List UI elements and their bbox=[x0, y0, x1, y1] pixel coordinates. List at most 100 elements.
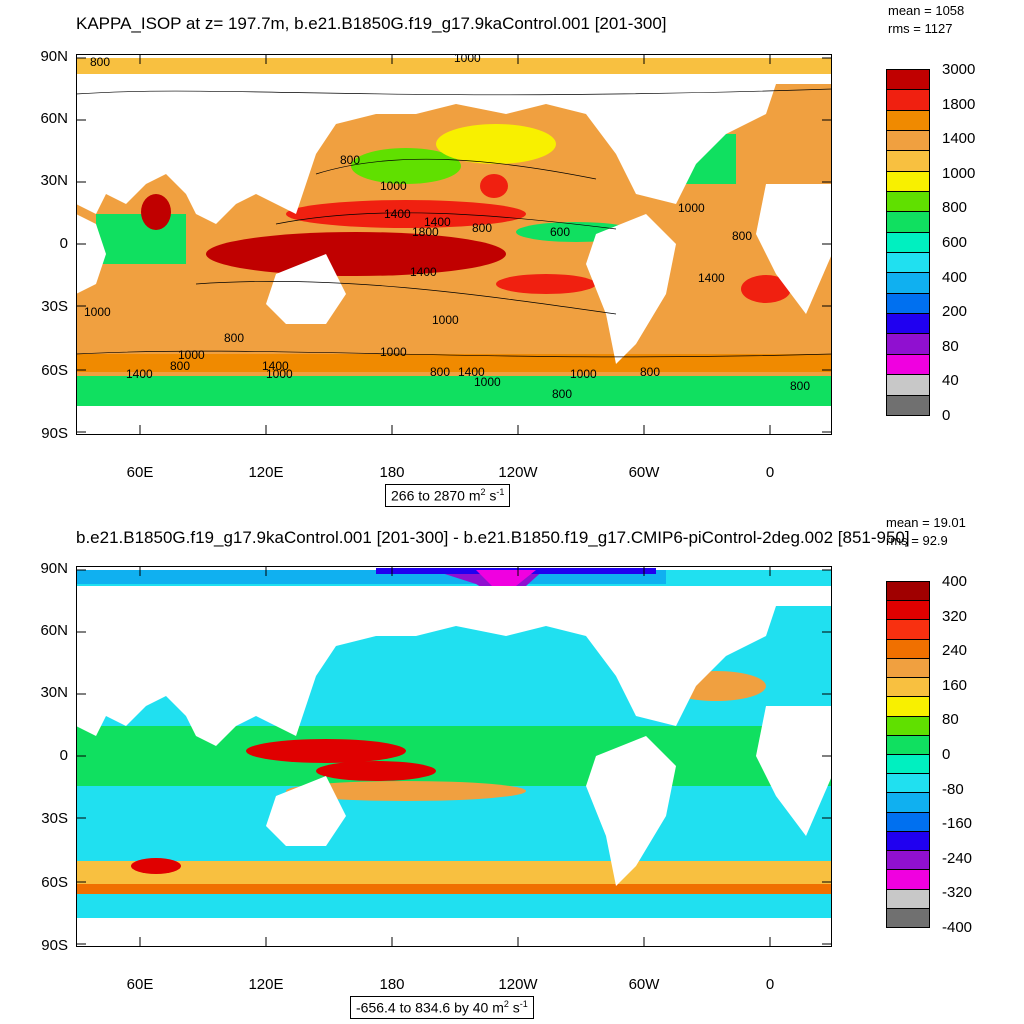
p1-contour-label: 1000 bbox=[178, 348, 205, 362]
p1-contour-label: 800 bbox=[472, 221, 492, 235]
p1-southern-green bbox=[76, 376, 832, 406]
colorbar-swatch bbox=[886, 638, 930, 659]
colorbar-label: 80 bbox=[942, 337, 959, 355]
p2-lon-label: 120W bbox=[498, 976, 538, 993]
p1-lon-label: 60W bbox=[628, 464, 660, 481]
colorbar-label: -80 bbox=[942, 780, 964, 798]
colorbar-swatch bbox=[886, 313, 930, 335]
panel2-range-box: -656.4 to 834.6 by 40 m2 s-1 bbox=[350, 996, 534, 1019]
p1-contour-label: 1400 bbox=[262, 359, 289, 373]
p1-contour-label: 1400 bbox=[698, 271, 725, 285]
p2-land-australia bbox=[266, 776, 346, 846]
colorbar-swatch bbox=[886, 696, 930, 717]
p2-lat-label: 60S bbox=[41, 874, 68, 891]
colorbar-swatch bbox=[886, 69, 930, 91]
p2-lat-label: 30N bbox=[40, 684, 68, 701]
p1-contour-label: 800 bbox=[640, 365, 660, 379]
p1-contour-label: 1000 bbox=[570, 367, 597, 381]
colorbar-label: 40 bbox=[942, 372, 959, 390]
p1-contour-2 bbox=[315, 158, 597, 180]
colorbar-swatch bbox=[886, 231, 930, 254]
p2-pacific-red2 bbox=[316, 761, 436, 781]
p1-land-antarctica bbox=[76, 406, 832, 435]
p2-lon-label: 120E bbox=[248, 976, 284, 993]
p1-lat-label: 60S bbox=[41, 362, 68, 379]
p2-units-exp2: -1 bbox=[519, 999, 528, 1009]
p1-arctic-band bbox=[76, 58, 832, 74]
p1-range-text: 266 to 2870 m bbox=[391, 487, 481, 504]
panel1-title: KAPPA_ISOP at z= 197.7m, b.e21.B1850G.f1… bbox=[76, 14, 667, 33]
p2-lat-label: 60N bbox=[40, 622, 68, 639]
p2-land-samerica bbox=[586, 736, 676, 886]
p1-lon-label: 120W bbox=[498, 464, 538, 481]
colorbar-swatch bbox=[886, 811, 930, 832]
p1-contour-label: 1800 bbox=[412, 225, 439, 239]
colorbar-swatch bbox=[886, 600, 930, 621]
p2-range-text: -656.4 to 834.6 by 40 m bbox=[356, 999, 504, 1016]
p1-contour-label: 800 bbox=[732, 229, 752, 243]
p1-satl-red bbox=[741, 275, 791, 303]
colorbar-label: 200 bbox=[942, 303, 968, 321]
colorbar-label: 3000 bbox=[942, 61, 976, 78]
p2-lat-label: 30S bbox=[41, 810, 68, 827]
panel2-colorbar bbox=[886, 581, 930, 928]
colorbar-swatch bbox=[886, 715, 930, 736]
panel2-title: b.e21.B1850G.f19_g17.9kaControl.001 [201… bbox=[76, 528, 910, 547]
colorbar-label: 400 bbox=[942, 573, 968, 590]
p1-arabian-red bbox=[141, 194, 171, 230]
colorbar-label: 0 bbox=[942, 746, 951, 763]
colorbar-label: 400 bbox=[942, 268, 968, 286]
p1-pacific-core bbox=[206, 232, 506, 276]
p1-lon-label: 60E bbox=[126, 464, 154, 481]
p1-npac-red bbox=[480, 174, 508, 198]
p2-lon-label: 180 bbox=[379, 976, 405, 993]
p2-lat-label: 90N bbox=[40, 560, 68, 577]
p1-contour-4 bbox=[195, 280, 617, 315]
p1-contour-label: 1000 bbox=[380, 345, 407, 359]
p2-land-eurasia bbox=[76, 586, 832, 746]
p2-lat-label: 0 bbox=[59, 747, 68, 764]
colorbar-label: 0 bbox=[942, 407, 951, 424]
p1-southern-band bbox=[76, 354, 832, 372]
colorbar-swatch bbox=[886, 869, 930, 890]
colorbar-swatch bbox=[886, 272, 930, 294]
colorbar-label: -320 bbox=[942, 884, 973, 902]
colorbar-label: 800 bbox=[942, 199, 968, 217]
colorbar-swatch bbox=[886, 394, 930, 416]
colorbar-label: -160 bbox=[942, 815, 973, 833]
panel2-mean: mean = 19.01 bbox=[886, 515, 966, 530]
colorbar-swatch bbox=[886, 130, 930, 152]
p1-lon-label: 120E bbox=[248, 464, 284, 481]
p1-lat-label: 30S bbox=[41, 298, 68, 315]
p1-contour-label: 1400 bbox=[384, 207, 411, 221]
colorbar-swatch bbox=[886, 109, 930, 132]
p2-southern-orange bbox=[76, 884, 832, 894]
colorbar-swatch bbox=[886, 333, 930, 355]
p1-contour-label: 1000 bbox=[474, 375, 501, 389]
p2-southern-red bbox=[131, 858, 181, 874]
p1-land-samerica bbox=[586, 214, 676, 364]
colorbar-swatch bbox=[886, 619, 930, 640]
p1-contour-label: 600 bbox=[550, 225, 570, 239]
p1-pacific-red bbox=[286, 200, 526, 228]
p2-pacific-orange bbox=[286, 781, 526, 801]
p1-units-exp2: -1 bbox=[496, 487, 505, 497]
p1-contour-label: 1000 bbox=[432, 313, 459, 327]
colorbar-label: -240 bbox=[942, 849, 973, 867]
p1-lon-label: 0 bbox=[765, 464, 775, 481]
p2-land-africa-east bbox=[756, 706, 832, 836]
p2-units-mid: s bbox=[508, 999, 520, 1016]
p1-lat-label: 60N bbox=[40, 110, 68, 127]
colorbar-swatch bbox=[886, 657, 930, 679]
p1-contour-5 bbox=[76, 350, 832, 358]
colorbar-swatch bbox=[886, 292, 930, 315]
panel1-range-box: 266 to 2870 m2 s-1 bbox=[385, 484, 511, 507]
p1-contour-label: 1000 bbox=[380, 179, 407, 193]
p2-land-antarctica bbox=[76, 918, 832, 947]
p1-land-eurasia bbox=[76, 74, 832, 224]
p1-contour-label: 800 bbox=[552, 387, 572, 401]
panel2-map bbox=[76, 566, 832, 947]
colorbar-label: 1800 bbox=[942, 95, 976, 113]
p1-contour-label: 1400 bbox=[410, 265, 437, 279]
p1-lat-label: 90S bbox=[41, 425, 68, 442]
